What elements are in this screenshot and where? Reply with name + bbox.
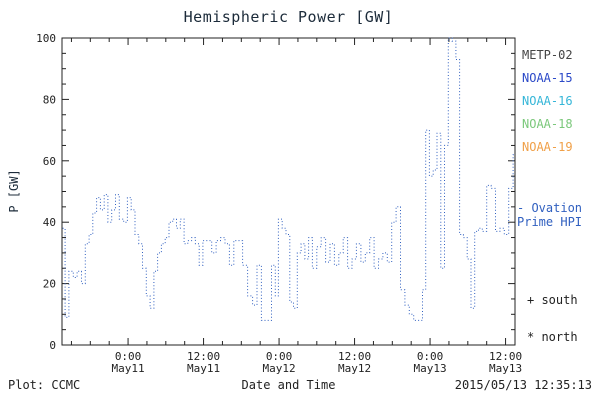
legend-item-noaa-15: NOAA-15: [522, 71, 573, 85]
x-tick-date-label: May13: [414, 362, 447, 375]
legend-item-noaa-16: NOAA-16: [522, 94, 573, 108]
model-label: - Ovation Prime HPI: [517, 201, 582, 229]
y-tick-label: 60: [43, 155, 56, 168]
south-marker-legend: + south: [527, 293, 578, 307]
x-tick-date-label: May12: [338, 362, 371, 375]
x-tick-date-label: May13: [489, 362, 522, 375]
x-tick-date-label: May12: [263, 362, 296, 375]
x-tick-time-label: 12:00: [338, 350, 371, 363]
plot-source-label: Plot: CCMC: [8, 378, 81, 392]
x-tick-date-label: May11: [187, 362, 220, 375]
axis-box: [61, 37, 516, 346]
x-tick-time-label: 0:00: [115, 350, 142, 363]
model-label-line2: Prime HPI: [517, 215, 583, 229]
legend-item-noaa-19: NOAA-19: [522, 140, 573, 154]
x-tick-time-label: 0:00: [417, 350, 444, 363]
x-axis-label: Date and Time: [241, 378, 336, 392]
y-tick-label: 80: [43, 93, 56, 106]
y-tick-label: 40: [43, 216, 56, 229]
x-tick-time-label: 12:00: [187, 350, 220, 363]
timestamp-label: 2015/05/13 12:35:13: [454, 378, 592, 392]
hpi-step-line: [62, 37, 515, 321]
y-tick-label: 0: [49, 339, 56, 352]
x-tick-time-label: 12:00: [489, 350, 522, 363]
north-marker-legend: * north: [527, 330, 578, 344]
chart-title: Hemispheric Power [GW]: [183, 8, 394, 26]
legend-satellites: METP-02 NOAA-15 NOAA-16 NOAA-18 NOAA-19: [522, 44, 573, 159]
legend-item-metp-02: METP-02: [522, 48, 573, 62]
y-tick-label: 20: [43, 278, 56, 291]
model-label-line1: - Ovation: [517, 201, 583, 215]
x-tick-time-label: 0:00: [266, 350, 293, 363]
x-tick-date-label: May11: [112, 362, 145, 375]
y-tick-label: 100: [36, 32, 56, 45]
legend-item-noaa-18: NOAA-18: [522, 117, 573, 131]
